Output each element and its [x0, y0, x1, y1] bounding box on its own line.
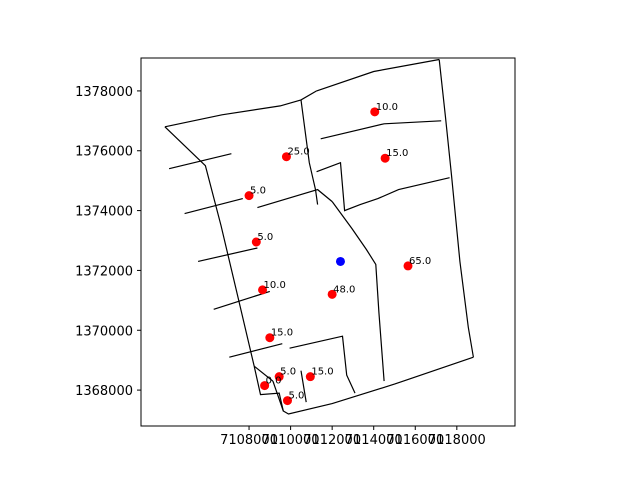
point-label-8: 15.0 — [271, 328, 293, 339]
boundary-line-5 — [168, 153, 232, 170]
data-point-8 — [265, 333, 275, 343]
point-label-4: 5.0 — [257, 232, 273, 243]
point-label-2: 15.0 — [386, 148, 408, 159]
boundary-line-18 — [316, 161, 450, 212]
boundary-line-4 — [164, 126, 255, 367]
data-point-11 — [260, 381, 270, 391]
point-label-0: 10.0 — [376, 102, 398, 113]
boundary-line-8 — [213, 290, 270, 310]
boundary-line-14 — [300, 99, 319, 205]
data-point-0 — [370, 107, 380, 117]
boundary-line-16 — [331, 201, 385, 382]
y-tick-label-1: 1370000 — [75, 324, 133, 339]
boundary-line-6 — [184, 198, 243, 215]
boundary-line-10 — [289, 335, 356, 394]
boundary-line-3 — [253, 356, 474, 415]
y-tick-label-4: 1376000 — [75, 145, 133, 160]
point-label-9: 5.0 — [280, 367, 296, 378]
point-labels: 10.0 25.0 15.0 5.0 5.0 65.0 10.0 48.0 15.0 5.0 15.… — [250, 102, 431, 402]
point-label-10: 15.0 — [311, 367, 333, 378]
highlight-point — [335, 256, 345, 266]
boundary-line-12 — [272, 380, 284, 412]
point-label-12: 5.0 — [288, 391, 304, 402]
data-point-9 — [274, 372, 284, 382]
point-label-11: 0.0 — [266, 376, 282, 387]
point-label-6: 10.0 — [264, 280, 286, 291]
boundary-line-13 — [300, 370, 307, 403]
boundary-line-7 — [197, 247, 258, 262]
boundary-line-17 — [320, 120, 442, 140]
x-tick-label-1: 7110000 — [262, 433, 320, 448]
boundary-line-2 — [438, 59, 474, 358]
y-tick-label-0: 1368000 — [75, 384, 133, 399]
data-point-6 — [258, 285, 268, 295]
y-tick-label-3: 1374000 — [75, 205, 133, 220]
y-tick-label-5: 1378000 — [75, 85, 133, 100]
x-tick-label-5: 7118000 — [428, 433, 486, 448]
x-tick-label-3: 7114000 — [345, 433, 403, 448]
data-point-5 — [403, 261, 413, 271]
boundary-line-1 — [316, 58, 440, 92]
boundary-line-9 — [229, 343, 283, 358]
data-point-4 — [251, 237, 261, 247]
data-point-1 — [281, 152, 291, 162]
plot-area-frame — [140, 57, 516, 427]
x-tick-label-0: 7108000 — [220, 433, 278, 448]
data-point-3 — [244, 191, 254, 201]
point-label-1: 25.0 — [287, 147, 309, 158]
y-tick-label-2: 1372000 — [75, 264, 133, 279]
point-label-5: 65.0 — [409, 256, 431, 267]
point-label-7: 48.0 — [333, 284, 355, 295]
boundary-line-15 — [257, 188, 333, 209]
y-axis: 1368000 1370000 1372000 1374000 1376000 13780… — [75, 85, 141, 399]
data-point-12 — [282, 396, 292, 406]
data-point-7 — [327, 289, 337, 299]
highlight-layer — [335, 256, 345, 266]
data-point-2 — [380, 153, 390, 163]
point-label-3: 5.0 — [250, 186, 266, 197]
x-tick-label-2: 7112000 — [303, 433, 361, 448]
boundary-line-11 — [253, 365, 274, 382]
x-axis: 7108000711000071120007114000711600071180… — [220, 426, 486, 448]
boundary-lines — [164, 58, 474, 415]
data-point-10 — [305, 372, 315, 382]
x-tick-label-4: 7116000 — [386, 433, 444, 448]
data-points — [244, 107, 413, 406]
boundary-line-0 — [164, 90, 317, 128]
